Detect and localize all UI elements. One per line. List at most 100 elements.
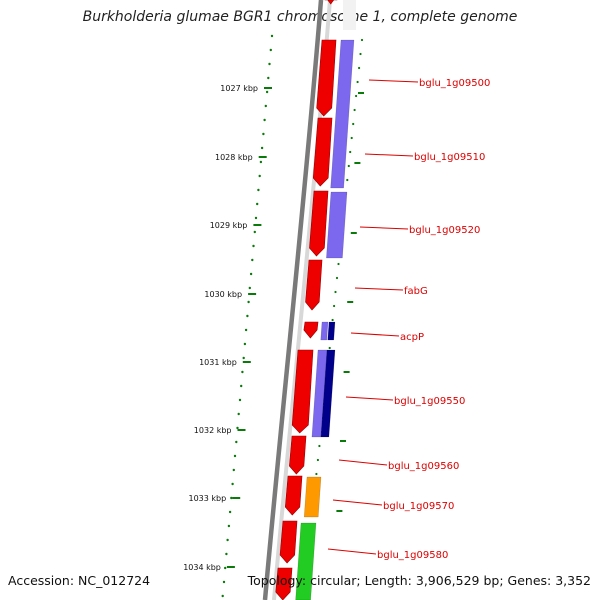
label-leader [327,548,377,555]
tick-dot [243,342,247,346]
inner-dot [359,52,362,56]
tick-dot [231,482,234,486]
inner-dot [353,108,356,112]
gene-label: bglu_1g09580 [377,550,448,561]
tick-dot [269,48,272,52]
tick-dot [254,216,258,220]
tick-dot [258,174,261,178]
rna-block [327,321,336,341]
gene-label: bglu_1g09510 [414,152,485,163]
inner-dot [318,444,321,448]
inner-dot [328,346,331,350]
inner-dot [315,472,318,476]
label-leaders: bglu_1g09500 bglu_1g09510 bglu_1g09520 fabG… [327,78,490,561]
cds-arrow [312,117,333,187]
rna-block [330,39,355,189]
rna-block [320,321,329,341]
tick-dot [251,258,254,262]
inner-dot [335,276,339,280]
tick-dot [236,426,239,430]
tick-dot [241,370,244,374]
inner-dot [346,178,349,182]
tick-dot [264,104,267,108]
inner-dot [355,94,358,98]
tick-dot [260,146,264,150]
backbone-dark [262,0,324,600]
tick-dot [221,594,224,598]
tick-label: 1030 kbp [204,290,242,299]
inner-dot [331,318,334,322]
cds-arrow [309,190,329,257]
cds-arrow [275,567,293,600]
inner-dot [352,122,355,126]
tick-dot [248,286,251,290]
cds-arrow [289,435,307,475]
tick-label: 1031 kbp [199,358,237,367]
tick-dot [226,538,229,542]
label-leader [345,396,394,401]
cds-arrow [324,0,338,5]
cds-arrow [279,520,298,564]
tick-label: 1028 kbp [215,153,253,162]
rna-block [320,349,336,438]
tick-dot [238,398,242,402]
tick-dot [228,510,232,514]
map-title: Burkholderia glumae BGR1 chromosome 1, c… [82,9,518,25]
inner-dot [350,136,353,140]
label-leader [332,499,383,506]
label-leader [338,459,388,466]
tick-dot [232,468,235,472]
accession-text: Accession: NC_012724 [8,573,151,588]
gene-label: bglu_1g09570 [383,501,454,512]
tick-dot [230,496,233,500]
inner-dot [337,262,340,266]
inner-dot [316,458,319,462]
cds-arrow [305,259,323,311]
inner-dot [333,304,336,308]
tick-label: 1032 kbp [194,426,232,435]
inner-dot [334,290,337,294]
tick-dot [265,90,269,94]
tick-dot [237,412,240,416]
gene-label: bglu_1g09560 [388,461,459,472]
label-leader [364,153,414,157]
genome-summary-text: Topology: circular; Length: 3,906,529 bp… [247,573,591,588]
orange-block [303,476,322,518]
label-leader [368,79,419,83]
tick-label: 1034 kbp [183,563,221,572]
tick-dot [263,118,266,122]
tick-dot [257,188,260,192]
tick-dot [253,230,256,234]
gene-label: bglu_1g09520 [409,225,480,236]
feature-blocks [275,0,364,600]
label-leader [350,332,400,337]
label-leader [359,226,409,230]
tick-dot-track [221,34,364,598]
tick-dot [270,34,274,38]
tick-dot [235,440,238,444]
inner-dot [360,38,364,42]
tick-dot [222,580,226,584]
tick-dot [233,454,237,458]
green-block [295,522,317,600]
tick-dot [249,272,253,276]
gene-label: bglu_1g09550 [394,396,465,407]
tick-dot [256,202,259,206]
inner-dot [349,150,352,154]
inner-dot [358,66,361,70]
tick-dot [262,132,265,136]
label-leader [354,287,404,291]
tick-dot [247,300,250,304]
cds-arrow [316,39,337,117]
gene-label: bglu_1g09500 [419,78,490,89]
cds-arrow [291,349,314,434]
tick-dot [224,566,227,570]
tick-marks: 1027 kbp 1028 kbp 1029 kbp 1030 kbp 1031 kbp… [183,84,272,572]
rna-block [326,191,348,259]
tick-dot [252,244,255,248]
tick-dot [268,62,271,66]
tick-dot [244,328,248,332]
tick-dot [267,76,270,80]
cds-arrow [284,475,303,516]
